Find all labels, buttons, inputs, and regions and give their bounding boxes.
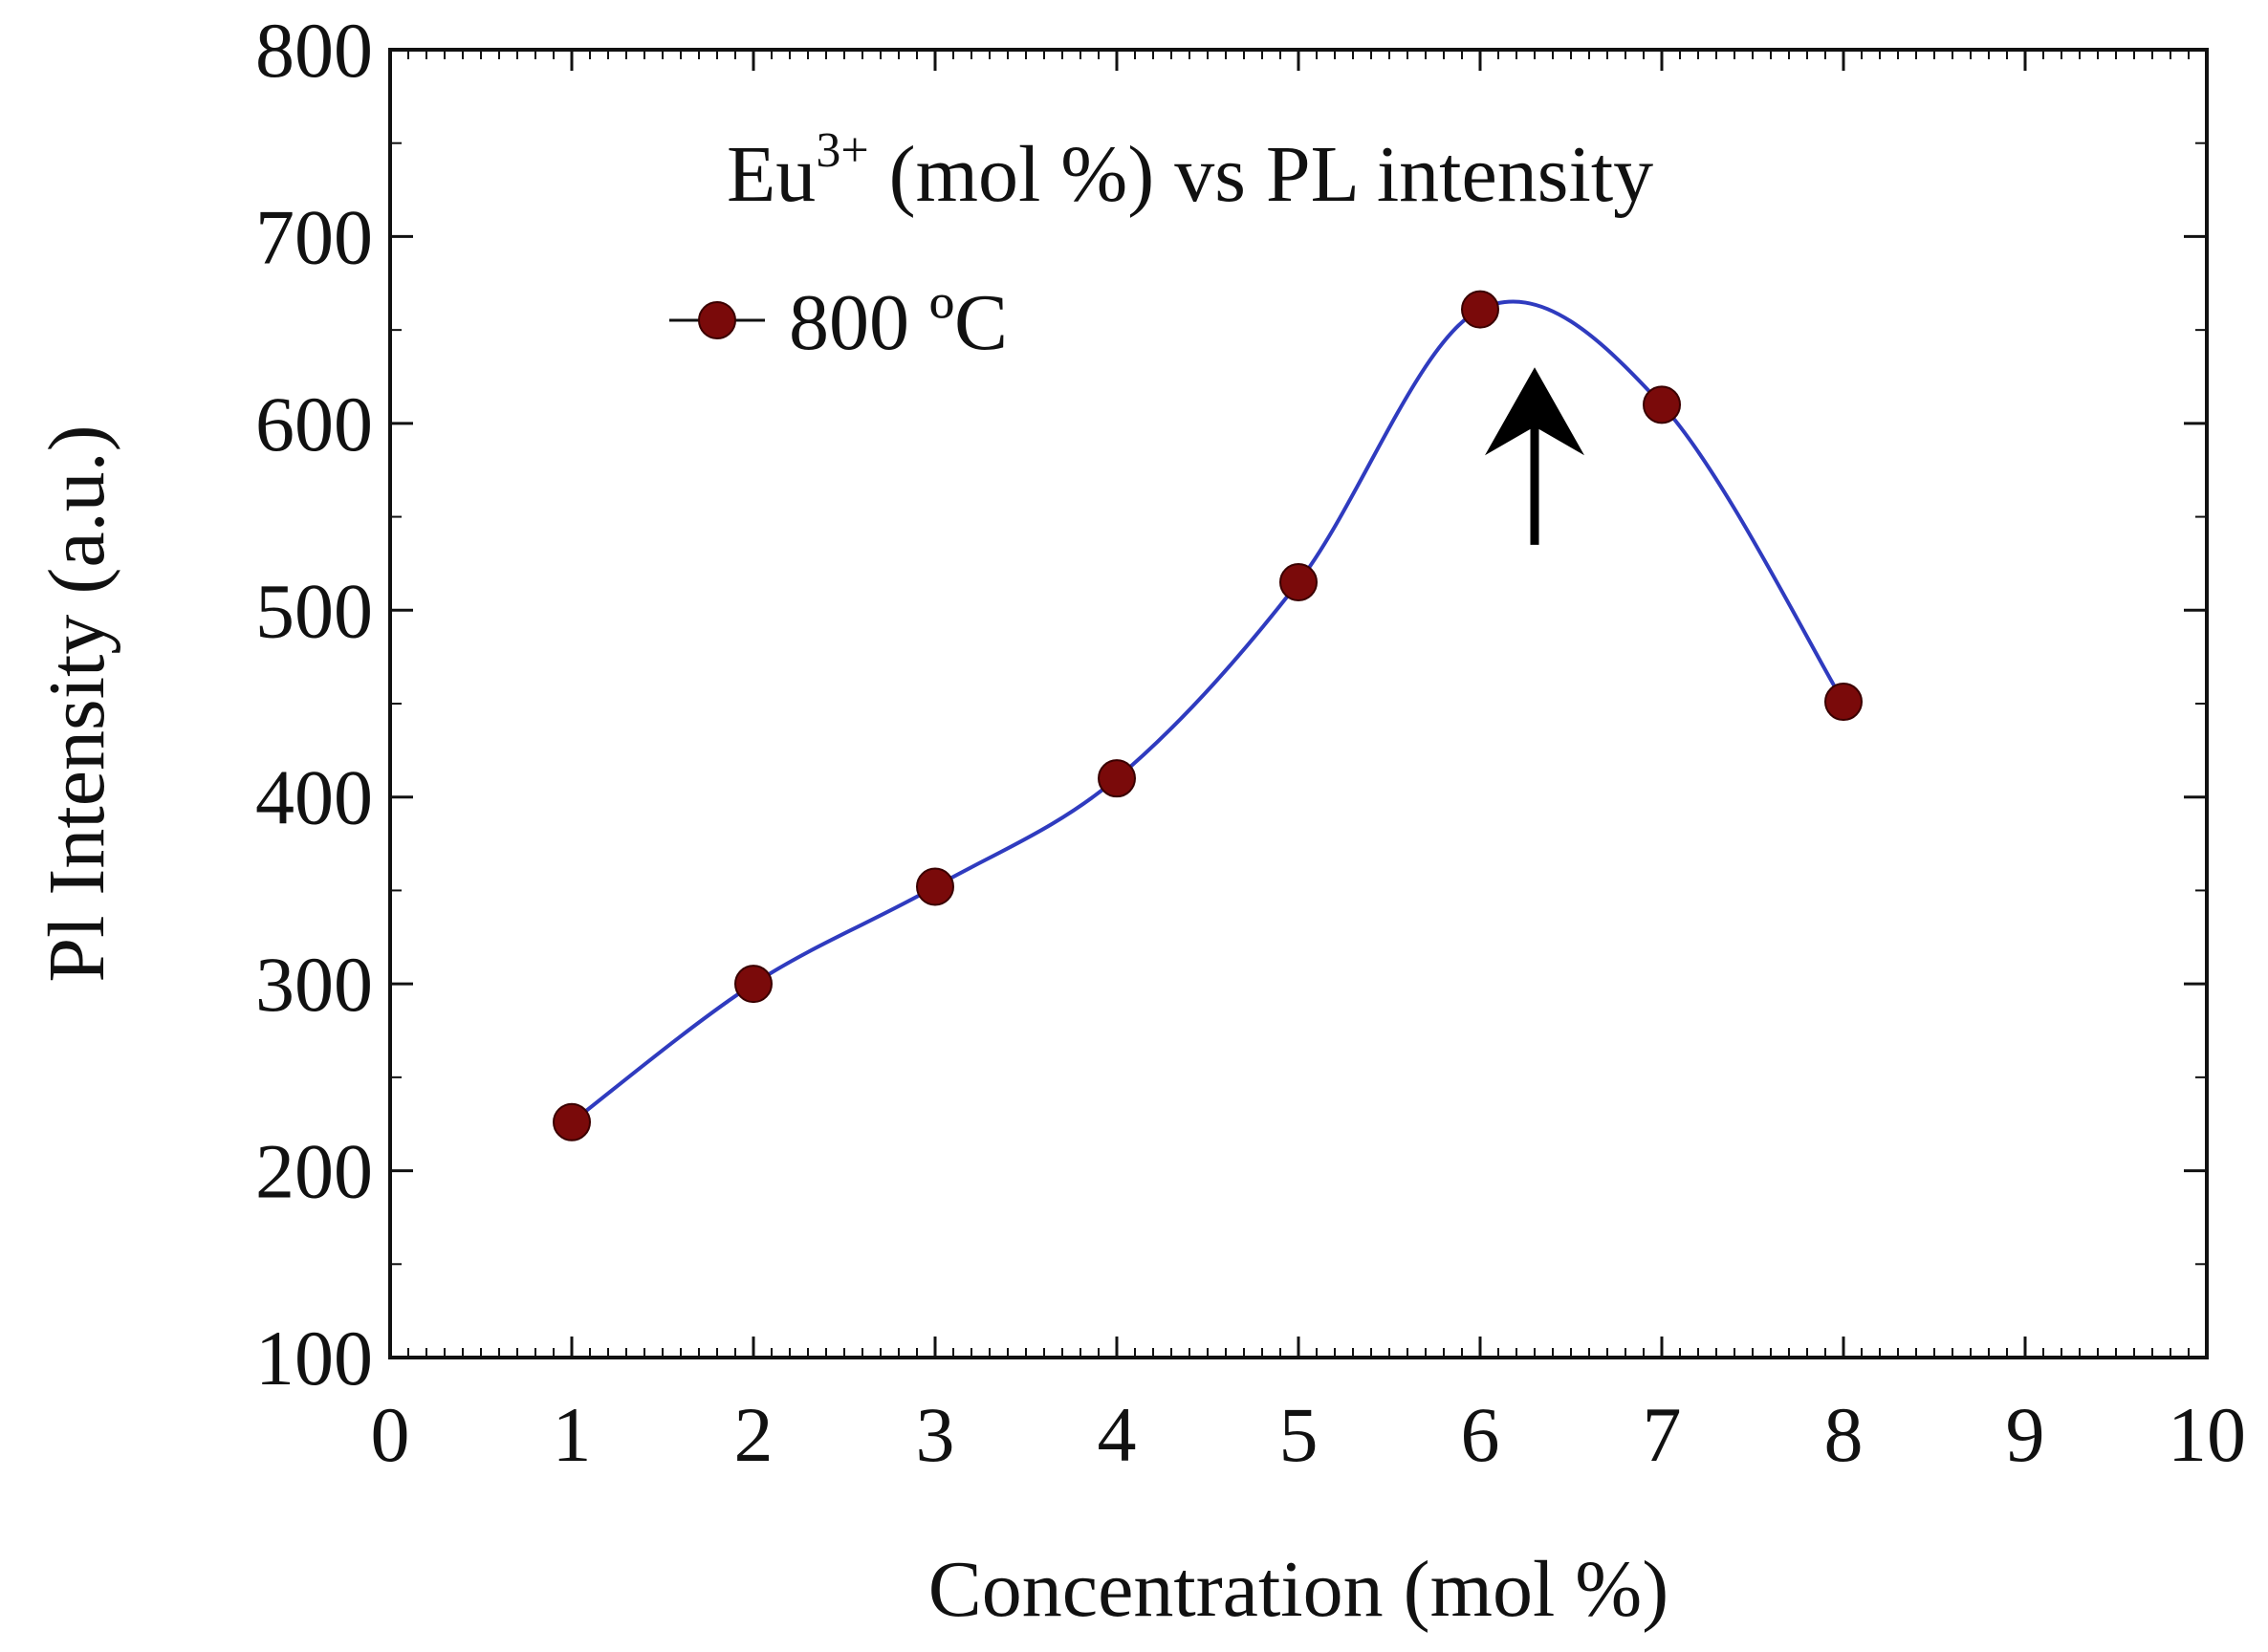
legend: 800 ºC	[669, 278, 1008, 367]
y-tick-labels: 100 200 300 400 500 600 700 800	[255, 7, 373, 1402]
x-tick-label: 2	[734, 1391, 774, 1478]
minor-ticks	[390, 50, 2207, 1358]
x-tick-label: 8	[1824, 1391, 1864, 1478]
y-tick-label: 200	[255, 1128, 373, 1215]
plot-frame	[388, 48, 2209, 1359]
x-tick-label: 4	[1098, 1391, 1137, 1478]
annotation-arrow	[1485, 367, 1584, 545]
x-tick-label: 0	[371, 1391, 410, 1478]
data-point	[553, 1102, 591, 1141]
y-tick-label: 400	[255, 754, 373, 841]
major-ticks	[388, 48, 2209, 1359]
x-tick-labels: 0 1 2 3 4 5 6 7 8 9 10	[371, 1391, 2247, 1478]
chart-title: Eu3+ (mol %) vs PL intensity	[727, 123, 1653, 219]
y-tick-label: 800	[255, 7, 373, 94]
x-tick-label: 5	[1279, 1391, 1319, 1478]
x-tick-label: 10	[2168, 1391, 2246, 1478]
x-tick-label: 7	[1643, 1391, 1682, 1478]
legend-marker	[698, 301, 736, 339]
x-tick-label: 1	[553, 1391, 592, 1478]
x-tick-label: 6	[1461, 1391, 1500, 1478]
y-tick-label: 300	[255, 941, 373, 1028]
x-tick-label: 3	[916, 1391, 955, 1478]
data-point	[1098, 759, 1136, 798]
x-tick-label: 9	[2006, 1391, 2045, 1478]
data-point	[916, 867, 954, 906]
series-markers	[553, 290, 1863, 1141]
data-point	[734, 965, 773, 1004]
y-tick-label: 500	[255, 567, 373, 654]
y-tick-label: 100	[255, 1315, 373, 1402]
y-axis-label: Pl Intensity (a.u.)	[33, 424, 121, 982]
y-tick-label: 700	[255, 193, 373, 280]
y-tick-label: 600	[255, 380, 373, 467]
arrow-head	[1485, 367, 1584, 456]
title-superscript: 3+	[816, 123, 868, 178]
legend-label: 800 ºC	[789, 278, 1008, 367]
data-point	[1824, 683, 1863, 722]
data-point	[1279, 562, 1318, 601]
x-axis-label: Concentration (mol %)	[928, 1545, 1668, 1634]
data-point	[1461, 290, 1499, 329]
data-point	[1643, 385, 1681, 424]
